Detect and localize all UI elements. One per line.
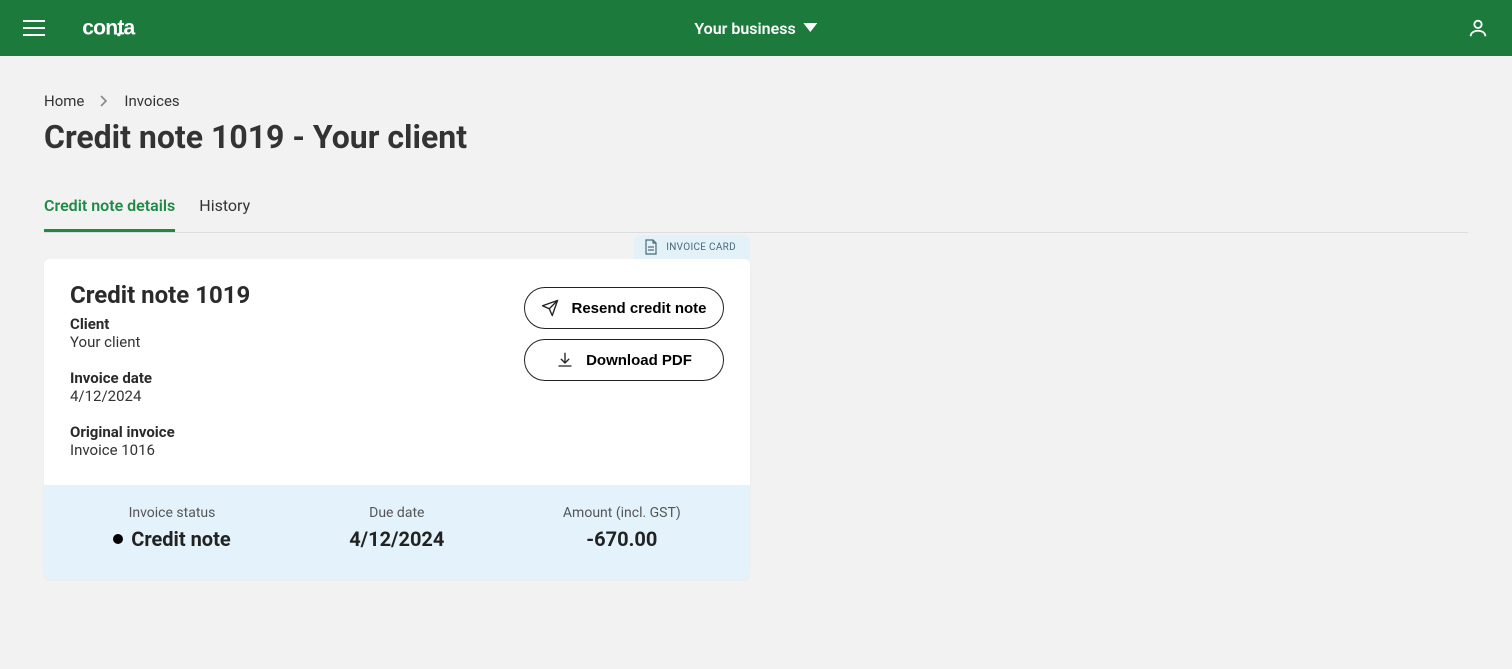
status-label: Invoice status <box>129 505 216 521</box>
resend-button[interactable]: Resend credit note <box>524 287 724 329</box>
breadcrumb: Home Invoices <box>44 92 1468 110</box>
topbar: conta Your business <box>0 0 1512 56</box>
due-date-label: Due date <box>369 505 424 521</box>
download-pdf-button[interactable]: Download PDF <box>524 339 724 381</box>
invoice-card-wrap: INVOICE CARD Credit note 1019 Client You… <box>44 259 750 579</box>
tab-details[interactable]: Credit note details <box>44 196 175 232</box>
business-switcher[interactable]: Your business <box>694 19 817 38</box>
invoice-card-actions: Resend credit note Download PDF <box>524 281 724 459</box>
original-invoice-value: Invoice 1016 <box>70 441 524 459</box>
chevron-right-icon <box>100 95 108 107</box>
invoice-card: Credit note 1019 Client Your client Invo… <box>44 259 750 579</box>
status-value-text: Credit note <box>131 527 230 551</box>
status-value: Credit note <box>113 527 230 551</box>
send-icon <box>541 299 559 317</box>
logo-icon: conta <box>76 15 186 41</box>
status-dot-icon <box>113 534 123 544</box>
client-value: Your client <box>70 333 524 351</box>
page-title: Credit note 1019 - Your client <box>44 118 1468 156</box>
page-content: Home Invoices Credit note 1019 - Your cl… <box>0 56 1512 619</box>
original-invoice-label: Original invoice <box>70 423 524 441</box>
download-pdf-button-label: Download PDF <box>586 352 692 369</box>
logo[interactable]: conta <box>76 14 186 42</box>
tab-history[interactable]: History <box>199 196 250 232</box>
amount-label: Amount (incl. GST) <box>563 505 681 521</box>
invoice-card-body: Credit note 1019 Client Your client Invo… <box>44 259 750 485</box>
invoice-card-tag-label: INVOICE CARD <box>666 242 736 253</box>
amount-value: -670.00 <box>586 527 657 551</box>
invoice-date-label: Invoice date <box>70 369 524 387</box>
breadcrumb-invoices[interactable]: Invoices <box>124 92 179 110</box>
user-icon <box>1467 17 1489 39</box>
breadcrumb-home[interactable]: Home <box>44 92 84 110</box>
document-icon <box>644 239 658 255</box>
invoice-date-value: 4/12/2024 <box>70 387 524 405</box>
due-date-stat: Due date 4/12/2024 <box>349 505 444 551</box>
resend-button-label: Resend credit note <box>571 300 706 317</box>
download-icon <box>556 351 574 369</box>
business-label: Your business <box>694 19 795 38</box>
amount-stat: Amount (incl. GST) -670.00 <box>563 505 681 551</box>
svg-text:conta: conta <box>82 17 135 40</box>
caret-down-icon <box>804 23 818 33</box>
invoice-card-left: Credit note 1019 Client Your client Invo… <box>70 281 524 459</box>
invoice-card-tag: INVOICE CARD <box>634 235 750 259</box>
invoice-card-title: Credit note 1019 <box>70 281 524 309</box>
tabs: Credit note details History <box>44 196 1468 233</box>
invoice-card-footer: Invoice status Credit note Due date 4/12… <box>44 485 750 579</box>
due-date-value: 4/12/2024 <box>349 527 444 551</box>
user-menu[interactable] <box>1464 14 1492 42</box>
menu-button[interactable] <box>20 14 48 42</box>
hamburger-icon <box>23 20 45 36</box>
client-label: Client <box>70 315 524 333</box>
status-stat: Invoice status Credit note <box>113 505 230 551</box>
